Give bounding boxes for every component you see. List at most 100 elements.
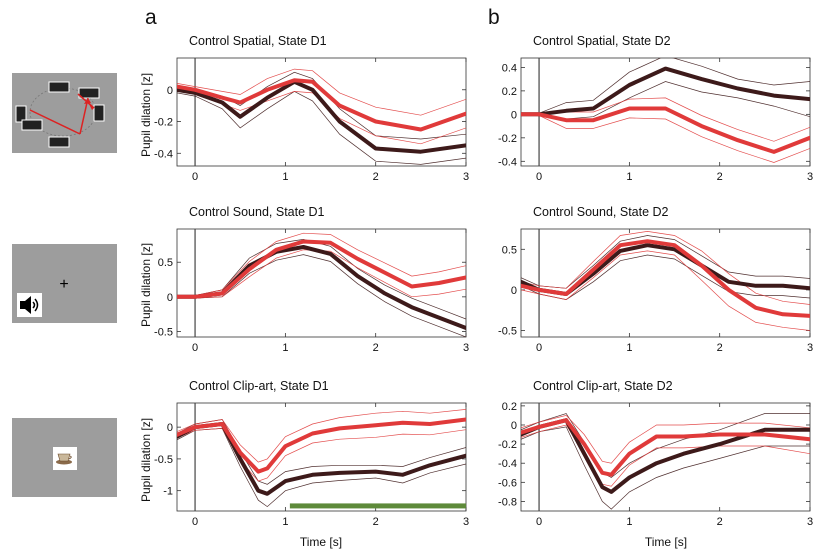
- y-tick-label: -0.5: [498, 326, 517, 338]
- y-tick-label: 0.4: [502, 62, 517, 74]
- x-tick-label: 0: [192, 342, 198, 354]
- panel-1: Control Spatial, State D1 0 1 2 3 0 -0.2 -0.4: [154, 34, 469, 183]
- panel-2: Control Spatial, State D2 0 1 2 3 0.4 0.2 0 -0.2…: [498, 34, 813, 183]
- stimulus-clip-art: [12, 418, 117, 497]
- checkerboard-icon: [15, 81, 105, 148]
- band-upper-dark: [521, 58, 810, 114]
- panel-6: Control Clip-art, State D2 0 1 2 3 0.2 0 -0.2 -0…: [498, 379, 813, 528]
- data-layer: [521, 231, 810, 331]
- panel-letter-a: a: [145, 6, 157, 29]
- x-tick-label: 1: [282, 516, 288, 528]
- band-lower-dark: [521, 81, 810, 120]
- y-tick-label: -0.2: [498, 133, 517, 145]
- x-tick-label: 1: [626, 171, 632, 183]
- coffee-cup-icon: [53, 447, 77, 470]
- data-layer: [177, 409, 466, 508]
- band-lower-red: [177, 428, 466, 482]
- series-line-red: [177, 239, 466, 299]
- band-lower-red: [521, 424, 810, 487]
- x-tick-label: 3: [463, 342, 469, 354]
- panel-title: Control Spatial, State D2: [533, 34, 671, 48]
- data-layer: [177, 68, 466, 165]
- band-lower-dark: [521, 426, 810, 510]
- panel-title: Control Sound, State D1: [189, 205, 325, 219]
- y-tick-label: 0: [511, 420, 517, 432]
- data-layer: [521, 58, 810, 163]
- series-line-dark: [521, 418, 810, 494]
- band-lower-red: [177, 249, 466, 299]
- y-tick-label: -0.5: [154, 326, 173, 338]
- x-tick-label: 2: [717, 171, 723, 183]
- series-line-dark: [521, 243, 810, 296]
- fixation-cross: +: [59, 276, 68, 293]
- x-tick-label: 3: [807, 171, 813, 183]
- band-upper-red: [177, 232, 466, 296]
- series-line-red: [177, 78, 466, 132]
- significance-bar: [289, 503, 466, 509]
- band-lower-red: [521, 250, 810, 331]
- series-line-red: [521, 418, 810, 477]
- x-tick-label: 0: [192, 171, 198, 183]
- band-upper-red: [177, 68, 466, 116]
- x-axis-label-a: Time [s]: [300, 535, 342, 549]
- band-upper-red: [177, 409, 466, 463]
- y-tick-label: -0.2: [498, 439, 517, 451]
- x-tick-label: 1: [626, 342, 632, 354]
- y-axis-label-row3: Pupil dilation [z]: [139, 418, 153, 502]
- x-tick-label: 0: [536, 171, 542, 183]
- data-layer: [177, 232, 466, 337]
- series-line-dark: [521, 66, 810, 117]
- band-upper-red: [521, 231, 810, 305]
- axes-frame: [520, 402, 811, 512]
- x-tick-label: 2: [373, 342, 379, 354]
- stimulus-sound: +: [12, 244, 117, 323]
- x-tick-label: 2: [373, 516, 379, 528]
- x-tick-label: 1: [626, 516, 632, 528]
- x-tick-label: 3: [463, 516, 469, 528]
- panel-title: Control Clip-art, State D2: [533, 379, 673, 393]
- x-tick-label: 1: [282, 171, 288, 183]
- y-tick-label: 0.5: [158, 257, 173, 269]
- x-tick-label: 2: [717, 342, 723, 354]
- band-upper-dark: [521, 413, 810, 478]
- y-axis-label-row1: Pupil dilation [z]: [139, 73, 153, 157]
- x-tick-label: 2: [717, 516, 723, 528]
- series-line-red: [177, 417, 466, 474]
- panel-3: Control Sound, State D1 0 1 2 3 0.5 0 -0.5: [154, 205, 469, 354]
- x-axis-label-b: Time [s]: [645, 535, 687, 549]
- axes-frame: [176, 402, 467, 512]
- y-tick-label: -0.4: [498, 156, 517, 168]
- panel-title: Control Spatial, State D1: [189, 34, 327, 48]
- y-tick-label: 0: [511, 285, 517, 297]
- panel-title: Control Sound, State D2: [533, 205, 669, 219]
- axes-frame: [520, 57, 811, 167]
- data-layer: [521, 413, 810, 510]
- y-tick-label: -0.4: [154, 148, 173, 160]
- y-tick-label: -0.5: [154, 454, 173, 466]
- y-tick-label: 0: [167, 422, 173, 434]
- x-tick-label: 0: [536, 516, 542, 528]
- y-tick-label: -0.6: [498, 477, 517, 489]
- axes-frame: [176, 228, 467, 338]
- band-lower-red: [521, 115, 810, 163]
- band-upper-red: [521, 415, 810, 464]
- panel-letter-b: b: [488, 6, 500, 29]
- y-tick-label: 0: [167, 292, 173, 304]
- y-tick-label: -0.8: [498, 496, 517, 508]
- series-line-red: [521, 239, 810, 318]
- y-tick-label: 0.2: [502, 86, 517, 98]
- x-tick-label: 3: [807, 342, 813, 354]
- x-tick-label: 2: [373, 171, 379, 183]
- y-tick-label: -0.4: [498, 458, 517, 470]
- panel-4: Control Sound, State D2 0 1 2 3 0.5 0 -0.5: [498, 205, 813, 354]
- y-tick-label: 0.5: [502, 244, 517, 256]
- x-tick-label: 0: [536, 342, 542, 354]
- x-tick-label: 3: [807, 516, 813, 528]
- y-tick-label: 0: [511, 109, 517, 121]
- speaker-icon: [17, 293, 42, 317]
- x-tick-label: 0: [192, 516, 198, 528]
- y-tick-label: -1: [163, 486, 173, 498]
- y-axis-label-row2: Pupil dilation [z]: [139, 243, 153, 327]
- panel-5: Control Clip-art, State D1 0 1 2 3 0 -0.5 -1: [154, 379, 469, 528]
